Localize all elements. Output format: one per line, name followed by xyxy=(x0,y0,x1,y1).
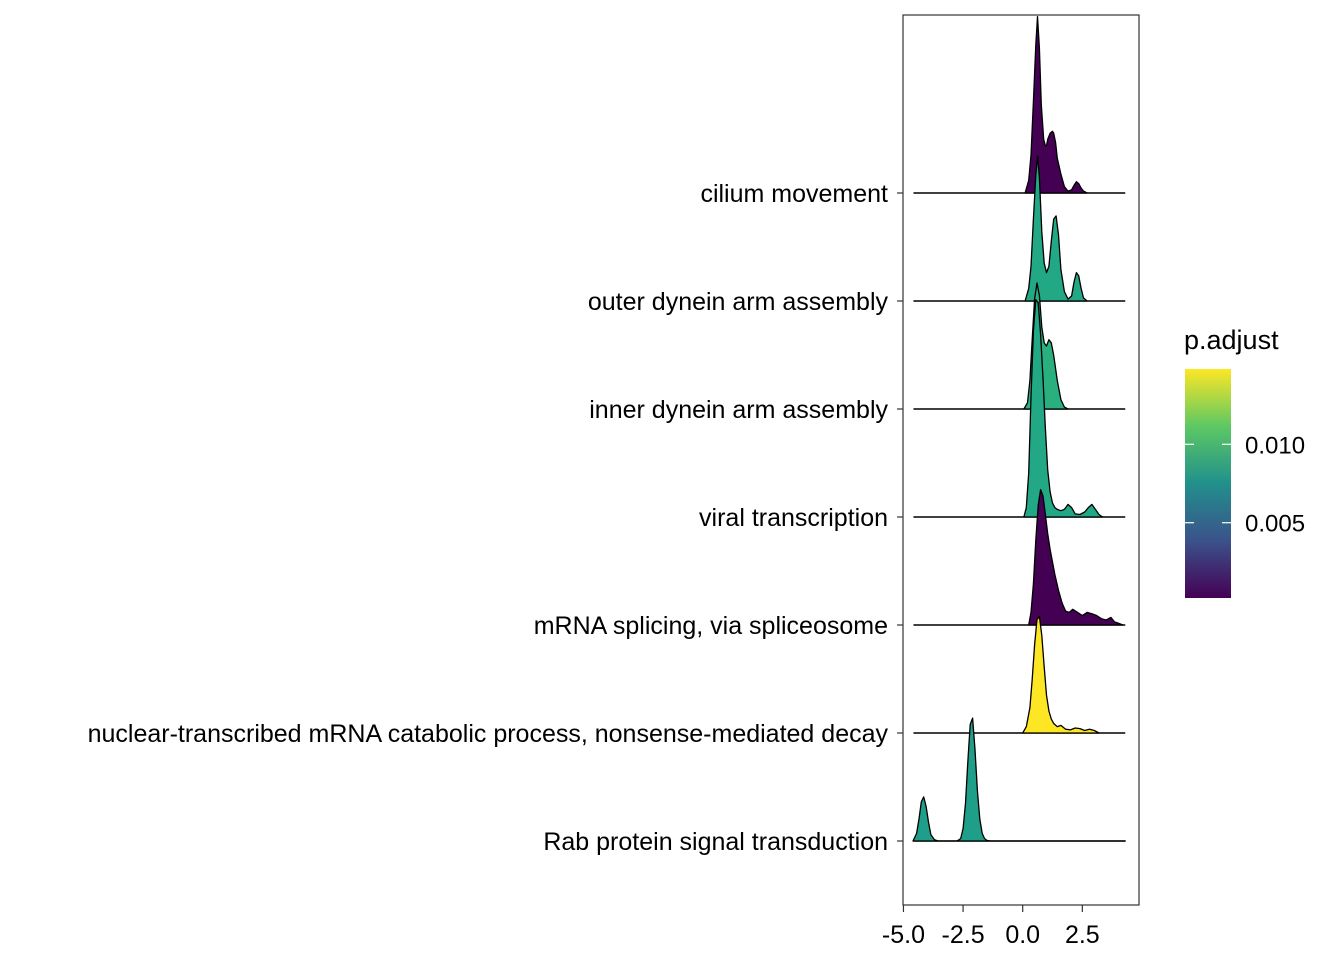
x-tick-label: 0.0 xyxy=(1005,921,1040,949)
y-tick-label: viral transcription xyxy=(699,504,888,532)
ridge-density xyxy=(1023,282,1069,410)
ridge-group xyxy=(913,155,1126,302)
legend-colorbar xyxy=(1185,369,1231,598)
legend: p.adjust 0.005 0.010 xyxy=(1184,325,1305,598)
y-tick-label: nuclear-transcribed mRNA catabolic proce… xyxy=(88,720,889,748)
legend-title: p.adjust xyxy=(1184,325,1279,355)
x-tick-label: 2.5 xyxy=(1065,921,1100,949)
ridge-group xyxy=(913,615,1126,734)
ridge-group xyxy=(913,488,1126,626)
ridges-layer xyxy=(912,15,1126,842)
y-tick-label: mRNA splicing, via spliceosome xyxy=(534,612,888,640)
y-tick-label: outer dynein arm assembly xyxy=(588,288,889,316)
ridge-group xyxy=(913,15,1126,194)
y-tick-label: Rab protein signal transduction xyxy=(543,828,888,856)
legend-tick-label: 0.010 xyxy=(1245,432,1305,459)
ridge-density xyxy=(1024,15,1088,194)
y-axis: cilium movement outer dynein arm assembly… xyxy=(88,180,903,856)
ridge-group xyxy=(912,717,1126,842)
x-tick-label: -2.5 xyxy=(942,921,985,949)
ridge-density xyxy=(1024,155,1088,302)
ridge-group xyxy=(913,298,1126,518)
ridge-group xyxy=(913,282,1126,410)
legend-tick-label: 0.005 xyxy=(1245,511,1305,538)
y-tick-label: cilium movement xyxy=(700,180,888,208)
legend-ticks: 0.005 0.010 xyxy=(1185,432,1305,538)
x-axis: -5.0 -2.5 0.0 2.5 xyxy=(882,905,1100,949)
plot-panel-border xyxy=(902,14,1140,906)
x-tick-label: -5.0 xyxy=(882,921,925,949)
ridge-density xyxy=(912,717,1126,842)
ridge-density xyxy=(1022,615,1100,734)
y-tick-label: inner dynein arm assembly xyxy=(589,396,888,424)
ridge-density xyxy=(1028,488,1124,626)
ridge-density xyxy=(1023,298,1104,518)
